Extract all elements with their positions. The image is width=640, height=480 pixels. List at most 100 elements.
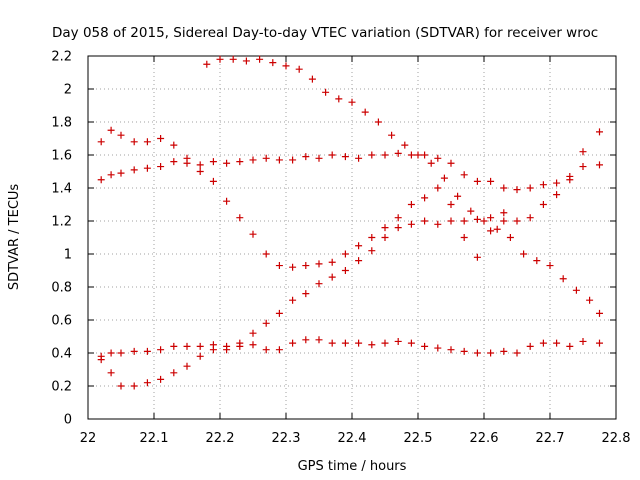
data-point xyxy=(401,141,409,149)
data-point xyxy=(421,194,429,202)
data-point xyxy=(322,88,330,96)
data-point xyxy=(368,234,376,241)
data-point xyxy=(473,253,481,261)
data-point xyxy=(447,159,455,167)
data-point xyxy=(447,346,455,354)
data-point xyxy=(275,262,283,270)
data-point xyxy=(223,159,231,167)
y-tick-label: 0.6 xyxy=(51,314,72,329)
data-point xyxy=(130,347,138,355)
data-point xyxy=(553,179,561,187)
data-point xyxy=(249,230,257,238)
data-point xyxy=(289,156,297,164)
x-tick-label: 22.8 xyxy=(602,431,631,446)
data-point xyxy=(170,141,178,149)
data-point xyxy=(170,369,178,377)
data-point xyxy=(341,267,349,274)
data-point xyxy=(526,184,534,192)
data-point xyxy=(130,382,138,390)
data-point xyxy=(355,242,363,250)
data-point xyxy=(216,55,224,63)
data-point xyxy=(157,163,165,171)
data-point xyxy=(170,342,178,350)
data-point xyxy=(533,257,541,265)
y-tick-label: 1.6 xyxy=(51,149,72,164)
data-point xyxy=(434,184,442,192)
data-point xyxy=(117,349,125,357)
data-point xyxy=(315,280,323,288)
y-tick-label: 0.8 xyxy=(51,281,72,296)
data-point xyxy=(381,224,389,232)
y-tick-labels: 0 0.2 0.4 0.6 0.8 1 1.2 1.4 1.6 1.8 2 2.2 xyxy=(51,50,72,428)
data-point xyxy=(460,234,468,241)
data-point xyxy=(579,337,587,345)
data-point xyxy=(328,339,336,347)
data-point xyxy=(107,369,115,377)
data-point xyxy=(500,347,508,355)
data-points xyxy=(97,55,603,390)
data-point xyxy=(460,347,468,355)
data-point xyxy=(596,128,603,136)
data-point xyxy=(447,217,455,225)
data-point xyxy=(223,346,231,354)
data-point xyxy=(196,168,204,175)
data-point xyxy=(196,342,204,350)
data-point xyxy=(539,181,547,189)
data-point xyxy=(328,151,336,159)
data-point xyxy=(487,177,495,185)
data-point xyxy=(473,215,481,223)
data-point xyxy=(107,349,115,357)
data-point xyxy=(97,176,105,184)
data-point xyxy=(460,217,468,225)
axis-ticks xyxy=(87,55,617,420)
data-point xyxy=(480,217,488,225)
data-point xyxy=(157,135,165,142)
data-point xyxy=(500,217,508,225)
data-point xyxy=(559,275,567,283)
data-point xyxy=(315,336,323,344)
series-track-B xyxy=(97,149,603,194)
data-point xyxy=(467,207,475,215)
data-point xyxy=(275,156,283,164)
data-point xyxy=(143,347,151,355)
y-tick-label: 2.2 xyxy=(51,50,72,65)
data-point xyxy=(361,108,369,116)
x-tick-label: 22.2 xyxy=(206,431,235,446)
data-point xyxy=(500,184,508,192)
x-tick-labels: 22 22.1 22.2 22.3 22.4 22.5 22.6 22.7 22.8 xyxy=(80,431,631,446)
data-point xyxy=(447,201,455,208)
data-point xyxy=(368,341,376,349)
data-point xyxy=(434,220,442,228)
data-point xyxy=(473,177,481,185)
x-tick-label: 22.7 xyxy=(536,431,565,446)
data-point xyxy=(572,286,580,294)
data-point xyxy=(289,339,297,347)
data-point xyxy=(117,382,125,390)
data-point xyxy=(203,60,211,68)
data-point xyxy=(421,342,429,350)
data-point xyxy=(454,192,462,200)
data-point xyxy=(117,169,125,177)
data-point xyxy=(440,174,448,182)
data-point xyxy=(275,309,283,317)
data-point xyxy=(97,138,105,146)
data-point xyxy=(157,346,165,354)
data-point xyxy=(421,217,429,225)
x-tick-label: 22.3 xyxy=(272,431,301,446)
data-point xyxy=(579,163,587,171)
data-point xyxy=(553,339,561,347)
data-point xyxy=(328,258,336,266)
data-point xyxy=(289,263,297,271)
data-point xyxy=(262,319,270,327)
data-point xyxy=(229,55,237,63)
data-point xyxy=(539,201,547,208)
data-point xyxy=(249,341,257,349)
data-point xyxy=(368,151,376,159)
data-point xyxy=(566,176,574,184)
data-point xyxy=(500,209,508,217)
data-point xyxy=(381,234,389,241)
data-point xyxy=(196,161,204,169)
data-point xyxy=(381,151,389,159)
grid-lines xyxy=(88,56,616,419)
